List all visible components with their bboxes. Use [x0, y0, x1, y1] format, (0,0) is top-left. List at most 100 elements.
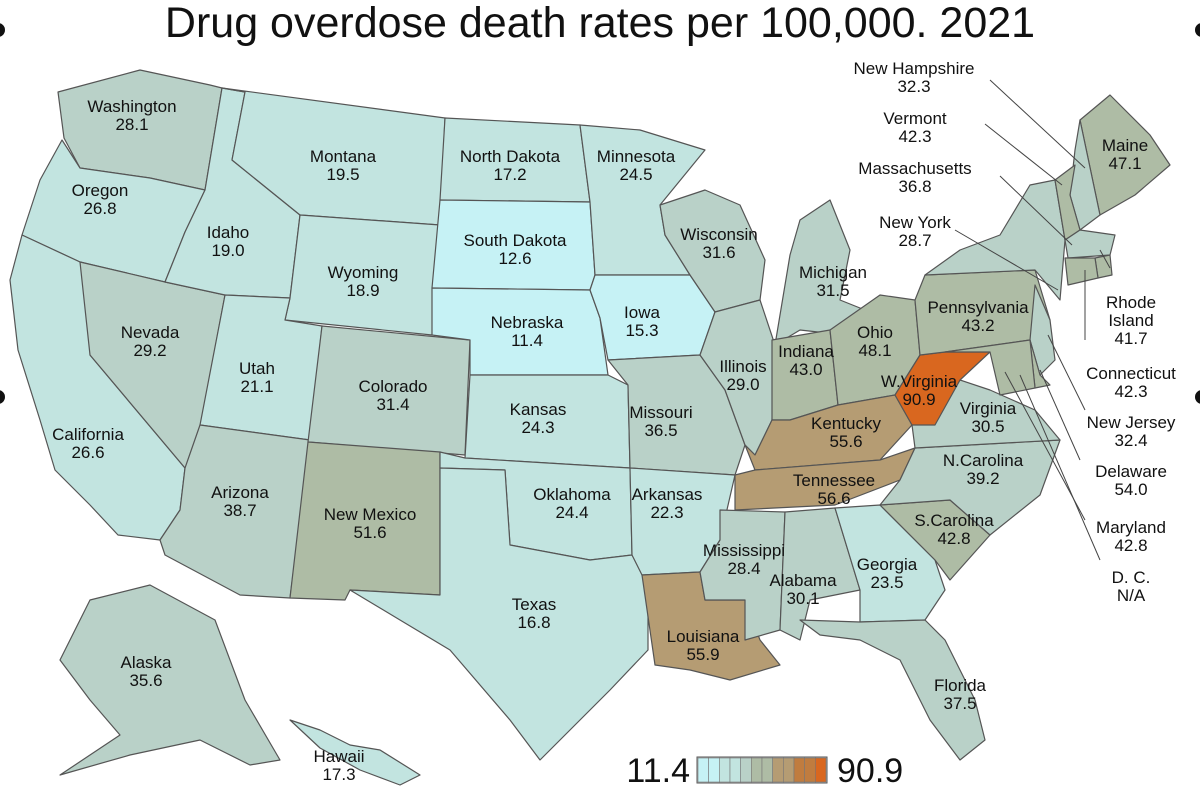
state-name: Wisconsin	[680, 225, 757, 244]
legend-swatch	[719, 757, 731, 783]
state-value: 47.1	[1108, 154, 1141, 173]
state-value: 16.8	[517, 613, 550, 632]
leader-line	[989, 79, 1086, 169]
state-value: 37.5	[943, 694, 976, 713]
state-value: 31.5	[816, 281, 849, 300]
state-value: 28.1	[115, 115, 148, 134]
state-name: Delaware	[1095, 462, 1167, 481]
leader-line	[999, 175, 1073, 246]
state-name: Maryland	[1096, 518, 1166, 537]
state-hawaii	[289, 719, 421, 786]
legend-min-label: 11.4	[626, 752, 690, 790]
state-value: 15.3	[625, 321, 658, 340]
legend-swatch	[697, 757, 709, 783]
state-name: North Dakota	[460, 147, 561, 166]
state-name: N.Carolina	[943, 451, 1024, 470]
legend-swatch	[740, 757, 752, 783]
state-connecticut	[1064, 257, 1099, 286]
leader-line	[1019, 374, 1101, 561]
state-name: Mississippi	[703, 541, 785, 560]
state-value: 29.0	[726, 375, 759, 394]
leader-line	[1099, 249, 1111, 269]
state-value: 56.6	[817, 489, 850, 508]
state-massachusetts	[1064, 229, 1116, 259]
state-name: Missouri	[629, 403, 692, 422]
state-n-carolina	[879, 439, 1061, 536]
color-scale-legend: 11.4 90.9	[626, 752, 903, 790]
state-value: N/A	[1117, 586, 1146, 605]
state-name: New Hampshire	[854, 59, 975, 78]
state-name: Alaska	[120, 653, 172, 672]
state-value: 28.4	[727, 559, 760, 578]
legend-swatch	[751, 757, 763, 783]
legend-swatch	[815, 757, 827, 783]
state-value: 36.8	[898, 177, 931, 196]
legend-swatch	[708, 757, 720, 783]
state-name: Hawaii	[313, 747, 364, 766]
state-value: 30.1	[786, 589, 819, 608]
state-name: Maine	[1102, 136, 1148, 155]
state-value: 43.2	[961, 316, 994, 335]
state-name: S.Carolina	[914, 511, 994, 530]
state-name: Oregon	[72, 181, 129, 200]
state-new-jersey	[1029, 284, 1056, 376]
legend-swatch	[804, 757, 816, 783]
state-value: 32.3	[897, 77, 930, 96]
state-name: Idaho	[207, 223, 250, 242]
state-name: New Mexico	[324, 505, 417, 524]
state-name: Kansas	[510, 400, 567, 419]
state-value: 48.1	[858, 341, 891, 360]
state-name: Arizona	[211, 483, 269, 502]
state-name: South Dakota	[463, 231, 567, 250]
state-name: Utah	[239, 359, 275, 378]
legend-swatch	[783, 757, 795, 783]
state-value: 11.4	[511, 331, 543, 350]
state-value: 22.3	[650, 503, 683, 522]
state-name: New York	[879, 213, 951, 232]
state-value: 17.3	[322, 765, 355, 784]
legend-swatch	[729, 757, 741, 783]
state-name: Vermont	[883, 109, 947, 128]
state-name: California	[52, 425, 124, 444]
state-value: 28.7	[898, 231, 931, 250]
state-name: Arkansas	[632, 485, 703, 504]
leader-line	[984, 123, 1063, 186]
state-name: Island	[1108, 311, 1153, 330]
map-title: Drug overdose death rates per 100,000. 2…	[164, 0, 1036, 47]
state-name: Montana	[310, 147, 377, 166]
state-name: Illinois	[719, 357, 766, 376]
state-value: 32.4	[1114, 431, 1147, 450]
